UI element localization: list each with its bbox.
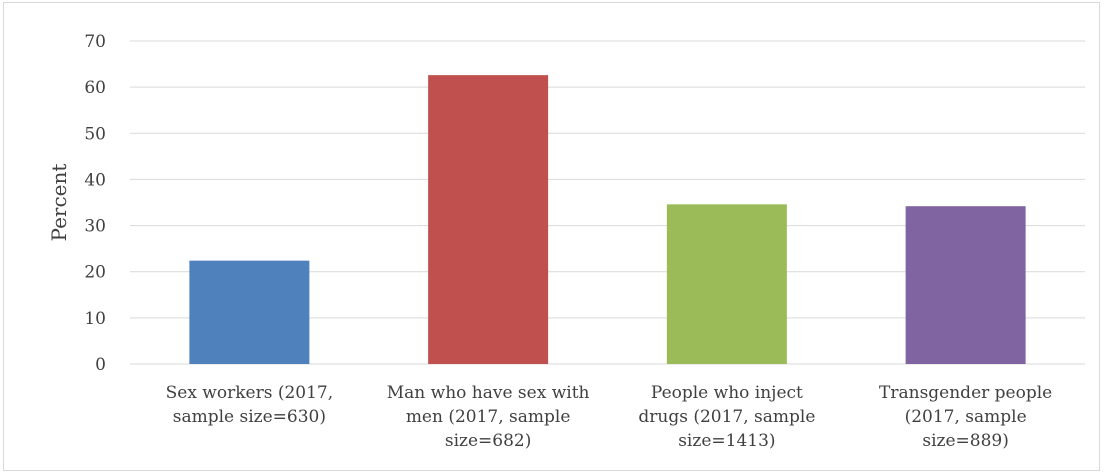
x-category-label: People who inject drugs (2017, sample size… — [638, 383, 815, 451]
x-category-label-line: (2017, sample — [905, 407, 1027, 427]
bar-4 — [905, 206, 1026, 364]
bar-3 — [666, 204, 787, 364]
y-tick-label: 60 — [84, 78, 106, 98]
y-tick-label: 50 — [84, 124, 106, 144]
y-axis-title: Percent — [47, 164, 71, 242]
x-category-label: Sex workers (2017, sample size=630) — [166, 383, 334, 427]
x-category-label-line: Sex workers (2017, — [166, 383, 334, 403]
x-category-labels: Sex workers (2017, sample size=630) Man wh… — [166, 383, 1053, 451]
x-category-label-line: Transgender people — [879, 383, 1052, 403]
x-category-label-line: sample size=630) — [173, 407, 326, 427]
x-category-label-line: size=682) — [445, 431, 532, 451]
y-tick-label: 70 — [84, 32, 106, 52]
x-category-label: Transgender people (2017, sample size=889) — [879, 383, 1052, 451]
y-tick-label: 20 — [84, 263, 106, 283]
bar-2 — [428, 75, 549, 364]
x-category-label: Man who have sex with men (2017, sample si… — [387, 383, 590, 451]
x-category-label-line: People who inject — [651, 383, 803, 403]
y-tick-label: 30 — [84, 217, 106, 237]
bar-1 — [189, 260, 310, 364]
y-tick-label: 40 — [84, 170, 106, 190]
x-category-label-line: size=889) — [922, 431, 1009, 451]
x-category-label-line: size=1413) — [678, 431, 775, 451]
y-tick-labels: 0 10 20 30 40 50 60 70 — [84, 32, 106, 375]
x-category-label-line: Man who have sex with — [387, 383, 590, 403]
y-tick-label: 0 — [95, 355, 106, 375]
y-tick-label: 10 — [84, 309, 106, 329]
x-category-label-line: men (2017, sample — [406, 407, 571, 427]
x-category-label-line: drugs (2017, sample — [638, 407, 815, 427]
bars — [189, 75, 1026, 364]
